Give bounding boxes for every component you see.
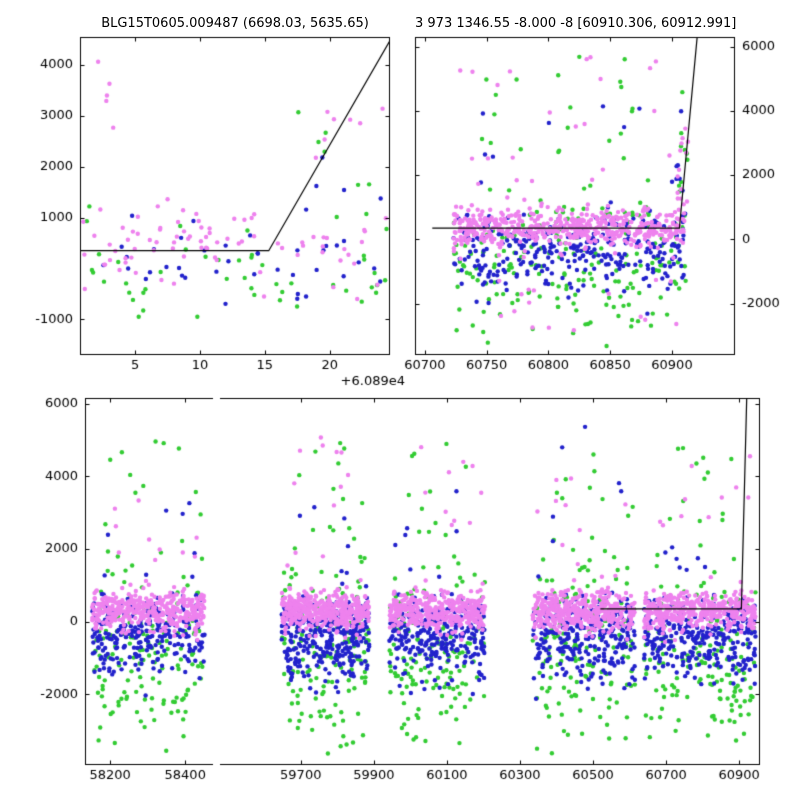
fit-panel-title: 3 973 1346.55 -8.000 -8 [60910.306, 6091… — [415, 16, 737, 31]
zoom-panel-title: BLG15T0605.009487 (6698.03, 5635.65) — [101, 16, 369, 31]
